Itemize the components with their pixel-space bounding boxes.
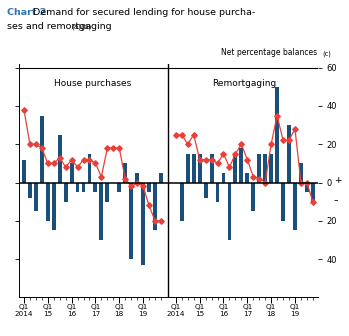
Bar [70, 163, 74, 182]
Bar [222, 173, 225, 182]
Text: +: + [334, 176, 342, 185]
Bar [105, 182, 109, 202]
Bar [34, 182, 38, 211]
Bar [22, 160, 26, 182]
Bar [135, 173, 139, 182]
Bar [192, 154, 196, 182]
Text: Remortgaging: Remortgaging [212, 79, 276, 88]
Bar [76, 182, 80, 192]
Text: Chart 2: Chart 2 [7, 8, 50, 17]
Bar [275, 87, 279, 182]
Bar [299, 163, 303, 182]
Bar [239, 148, 243, 182]
Bar [251, 182, 255, 211]
Bar [245, 173, 249, 182]
Bar [129, 182, 133, 259]
Bar [28, 182, 32, 198]
Bar [198, 154, 202, 182]
Bar [228, 182, 231, 240]
Bar [216, 182, 220, 202]
Bar [40, 116, 44, 182]
Bar [305, 182, 309, 192]
Bar [293, 182, 297, 230]
Bar [52, 182, 56, 230]
Bar [64, 182, 68, 202]
Bar [287, 125, 291, 182]
Text: (c): (c) [322, 50, 331, 57]
Bar [311, 182, 315, 202]
Bar [281, 182, 285, 221]
Text: (a)(b): (a)(b) [72, 24, 92, 30]
Bar [58, 135, 62, 182]
Bar [147, 182, 151, 192]
Bar [46, 182, 50, 221]
Bar [269, 154, 273, 182]
Text: ses and remortgaging: ses and remortgaging [7, 22, 112, 31]
Bar [233, 154, 237, 182]
Text: Demand for secured lending for house purcha-: Demand for secured lending for house pur… [33, 8, 255, 17]
Bar [94, 182, 97, 192]
Bar [117, 182, 121, 192]
Bar [88, 154, 91, 182]
Bar [123, 163, 127, 182]
Bar [204, 182, 208, 198]
Bar [180, 182, 184, 221]
Bar [99, 182, 103, 240]
Bar [210, 154, 214, 182]
Bar [141, 182, 145, 265]
Bar [263, 154, 267, 182]
Text: Net percentage balances: Net percentage balances [222, 48, 318, 57]
Text: –: – [334, 196, 339, 205]
Bar [82, 182, 86, 192]
Bar [257, 154, 261, 182]
Bar [153, 182, 157, 230]
Bar [186, 154, 190, 182]
Bar [159, 173, 163, 182]
Text: House purchases: House purchases [54, 79, 131, 88]
